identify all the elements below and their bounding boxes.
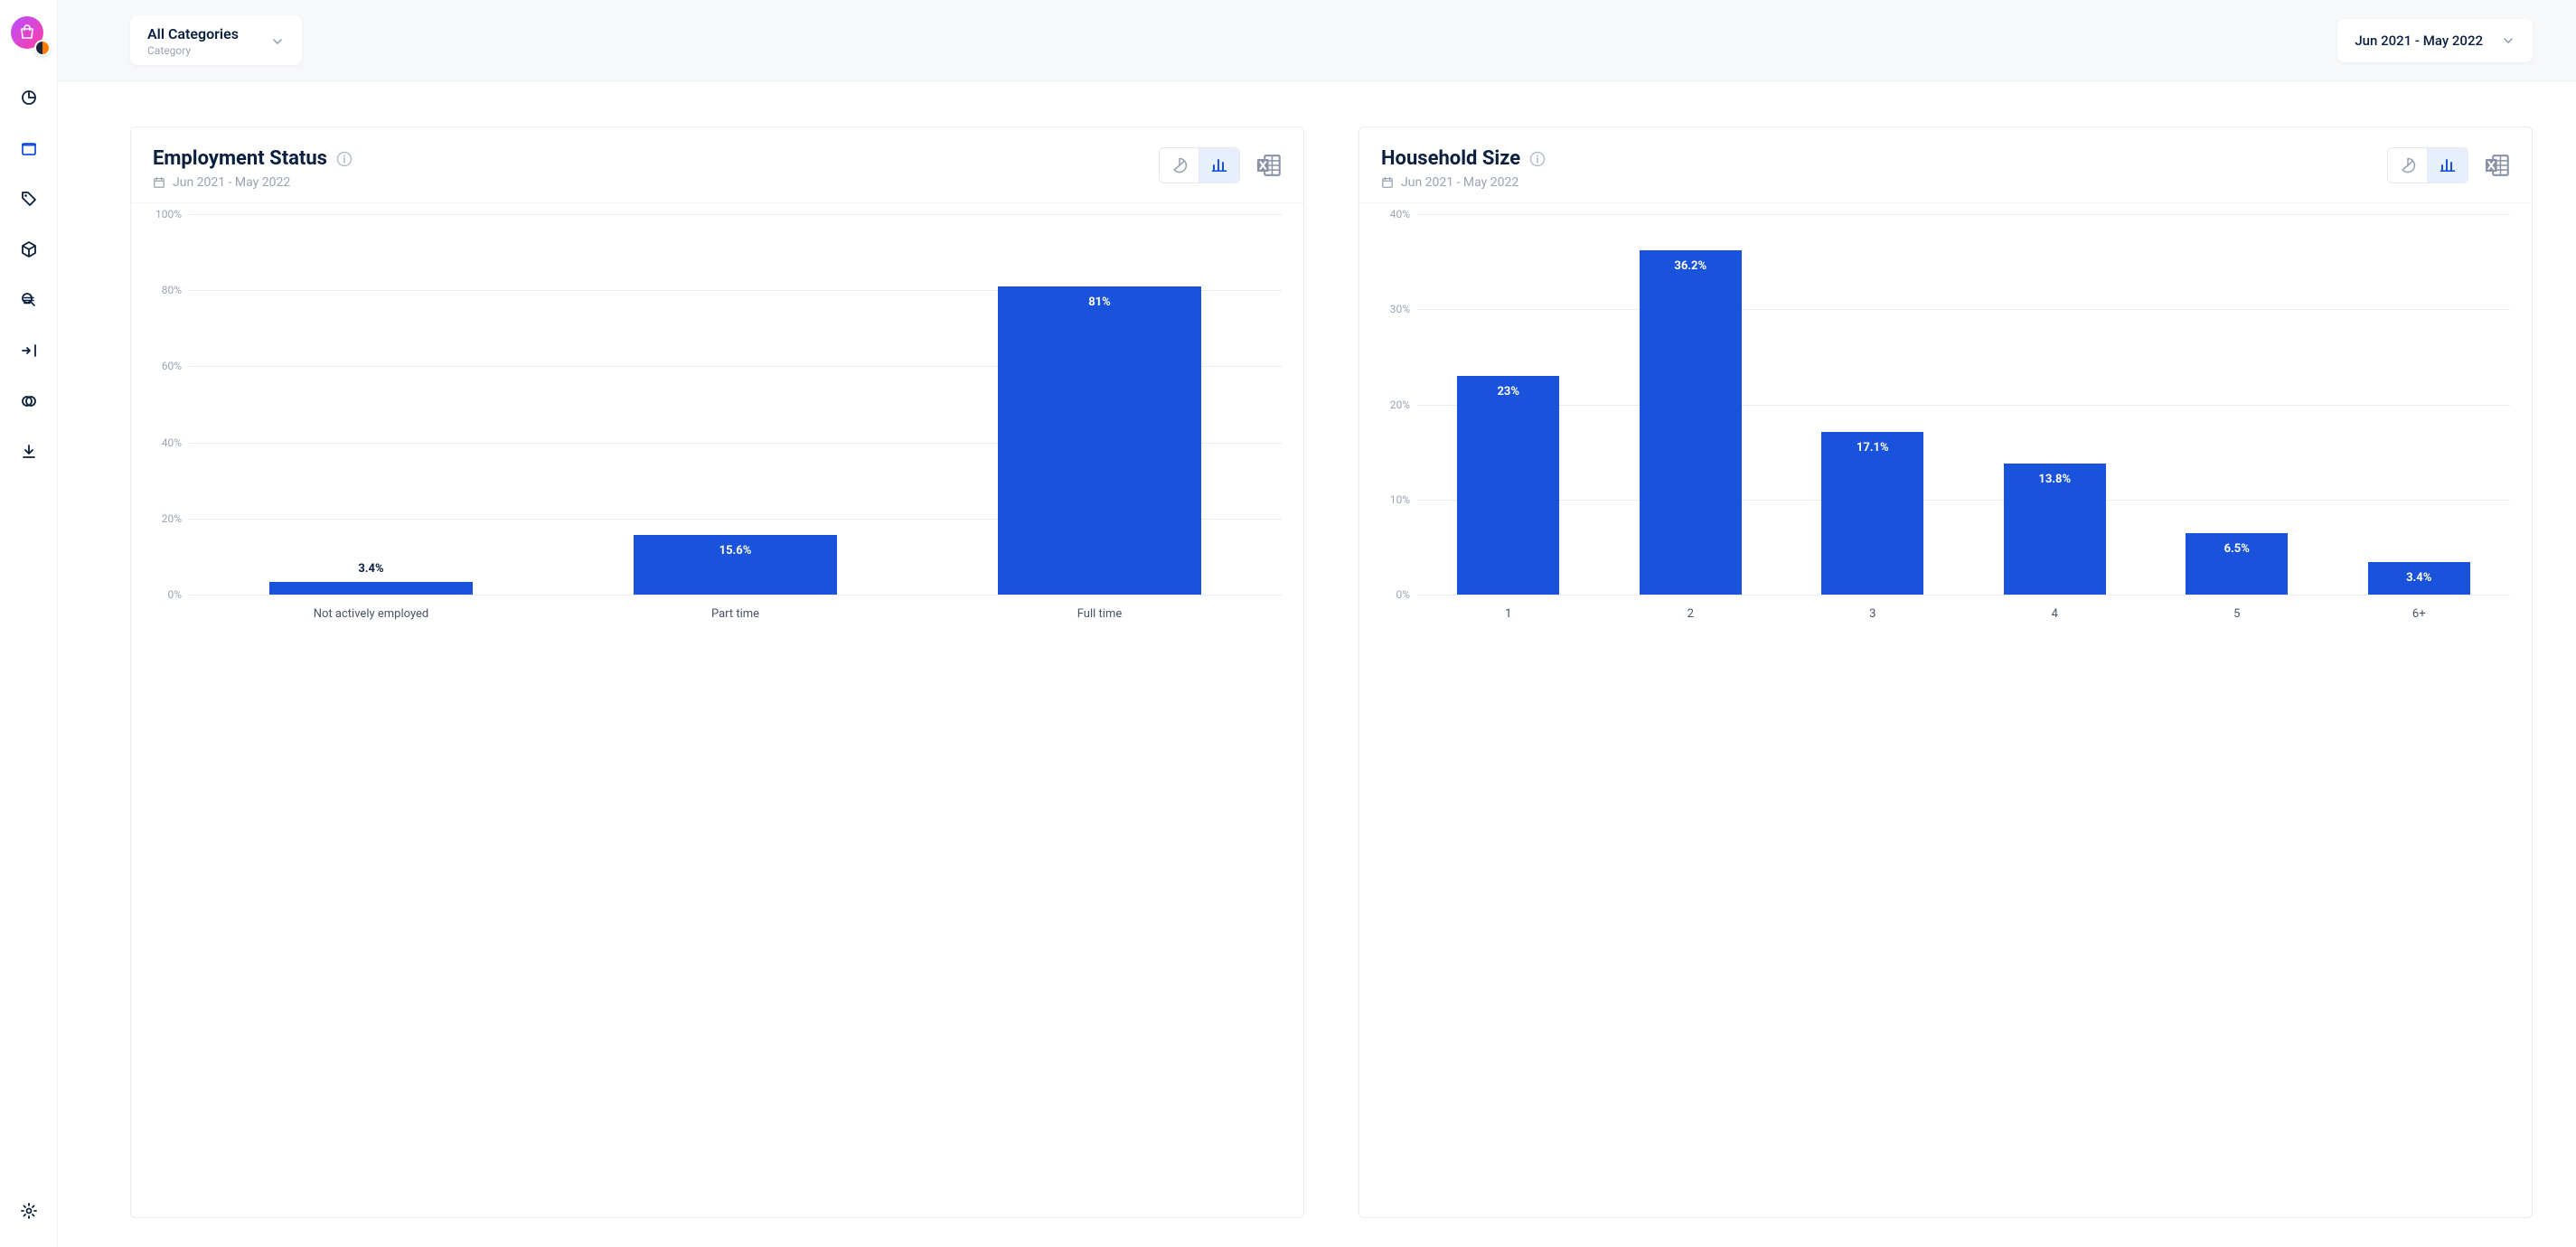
toggle-bar-button[interactable] (2428, 148, 2468, 183)
y-axis-label: 10% (1363, 493, 1410, 506)
card-date-range: Jun 2021 - May 2022 (1381, 175, 1546, 190)
bar-value-label: 15.6% (634, 544, 838, 558)
bar-slot: 13.8% (1964, 214, 2147, 595)
toggle-pie-button[interactable] (1160, 148, 1199, 183)
content-grid: Employment StatusJun 2021 - May 20220%20… (58, 81, 2576, 1247)
brand-spark-icon (34, 40, 51, 56)
bar[interactable]: 3.4% (269, 582, 474, 595)
date-range-value: Jun 2021 - May 2022 (2355, 33, 2483, 49)
topbar: All Categories Category Jun 2021 - May 2… (58, 0, 2576, 81)
bar-value-label: 81% (998, 295, 1202, 309)
bar-value-label: 3.4% (269, 562, 474, 576)
date-range-dropdown[interactable]: Jun 2021 - May 2022 (2337, 19, 2533, 62)
chart-type-toggle (1159, 147, 1240, 183)
bar-value-label: 6.5% (2186, 542, 2288, 556)
card-header: Household Size Jun 2021 - May 2022 (1359, 127, 2532, 203)
bar-value-label: 13.8% (2004, 473, 2106, 486)
y-axis-label: 60% (135, 360, 182, 372)
bar-slot: 6.5% (2146, 214, 2328, 595)
y-axis-label: 0% (1363, 588, 1410, 601)
toggle-bar-button[interactable] (1199, 148, 1239, 183)
x-axis-label: 1 (1417, 602, 1600, 621)
bar-slot: 81% (917, 214, 1282, 595)
sidebar-item-incoming[interactable] (14, 336, 43, 365)
sidebar-item-overlap[interactable] (14, 387, 43, 416)
sidebar-item-retail[interactable] (14, 134, 43, 163)
bar[interactable]: 3.4% (2368, 562, 2470, 595)
bar-slot: 17.1% (1782, 214, 1964, 595)
bar-slot: 36.2% (1600, 214, 1782, 595)
y-axis-label: 0% (135, 588, 182, 601)
chart-card-household: Household Size Jun 2021 - May 2022 0% 10% 20… (1359, 127, 2533, 1218)
export-excel-button[interactable] (2483, 152, 2510, 179)
bar[interactable]: 23% (1457, 376, 1559, 595)
bar[interactable]: 36.2% (1640, 250, 1742, 595)
brand-logo (11, 16, 47, 52)
bar-slot: 23% (1417, 214, 1600, 595)
y-axis-label: 40% (135, 436, 182, 449)
y-axis-label: 40% (1363, 208, 1410, 220)
sidebar-item-product[interactable] (14, 235, 43, 264)
y-axis-label: 20% (135, 512, 182, 525)
sidebar (0, 0, 58, 1247)
sidebar-items (14, 83, 43, 466)
category-dropdown-subtitle: Category (147, 44, 239, 57)
x-axis-label: 5 (2146, 602, 2328, 621)
x-axis-label: Full time (917, 602, 1282, 621)
bar-slot: 3.4% (2328, 214, 2511, 595)
x-axis-label: Not actively employed (189, 602, 553, 621)
bar[interactable]: 6.5% (2186, 533, 2288, 595)
bar-value-label: 36.2% (1640, 259, 1742, 273)
bar[interactable]: 13.8% (2004, 464, 2106, 595)
info-icon[interactable] (1529, 151, 1546, 167)
bar[interactable]: 17.1% (1821, 432, 1923, 595)
card-header: Employment Status Jun 2021 - May 2022 (131, 127, 1303, 203)
calendar-icon (1381, 176, 1394, 189)
toggle-pie-button[interactable] (2388, 148, 2428, 183)
x-axis-label: 6+ (2328, 602, 2511, 621)
category-dropdown-value: All Categories (147, 25, 239, 42)
sidebar-item-pricing[interactable] (14, 184, 43, 213)
card-title: Employment Status (153, 147, 327, 170)
chevron-down-icon (2501, 33, 2515, 48)
x-axis-label: Part time (553, 602, 917, 621)
category-dropdown[interactable]: All Categories Category (130, 15, 302, 65)
bar[interactable]: 81% (998, 286, 1202, 595)
bar-chart: 0%10%20%30%40%23%36.2%17.1%13.8%6.5%3.4%… (1363, 214, 2519, 621)
bar[interactable]: 15.6% (634, 535, 838, 595)
bar-value-label: 17.1% (1821, 441, 1923, 455)
chevron-down-icon (270, 34, 285, 49)
sidebar-item-settings[interactable] (14, 1196, 43, 1225)
y-axis-label: 30% (1363, 303, 1410, 315)
x-axis-label: 2 (1600, 602, 1782, 621)
bar-slot: 3.4% (189, 214, 553, 595)
card-date-range: Jun 2021 - May 2022 (153, 175, 353, 190)
bar-value-label: 3.4% (2368, 571, 2470, 585)
y-axis-label: 100% (135, 208, 182, 220)
chart-type-toggle (2387, 147, 2468, 183)
y-axis-label: 80% (135, 284, 182, 296)
x-axis-label: 3 (1782, 602, 1964, 621)
sidebar-item-download[interactable] (14, 437, 43, 466)
chart-card-employment: Employment Status Jun 2021 - May 2022 0% 20… (130, 127, 1304, 1218)
y-axis-label: 20% (1363, 398, 1410, 411)
bar-chart: 0%20%40%60%80%100%3.4%15.6%81%Not active… (135, 214, 1291, 621)
bar-value-label: 23% (1457, 385, 1559, 398)
card-title: Household Size (1381, 147, 1520, 170)
export-excel-button[interactable] (1255, 152, 1282, 179)
sidebar-item-search[interactable] (14, 286, 43, 314)
info-icon[interactable] (336, 151, 353, 167)
calendar-icon (153, 176, 165, 189)
x-axis-label: 4 (1964, 602, 2147, 621)
bar-slot: 15.6% (553, 214, 917, 595)
sidebar-item-overview[interactable] (14, 83, 43, 112)
